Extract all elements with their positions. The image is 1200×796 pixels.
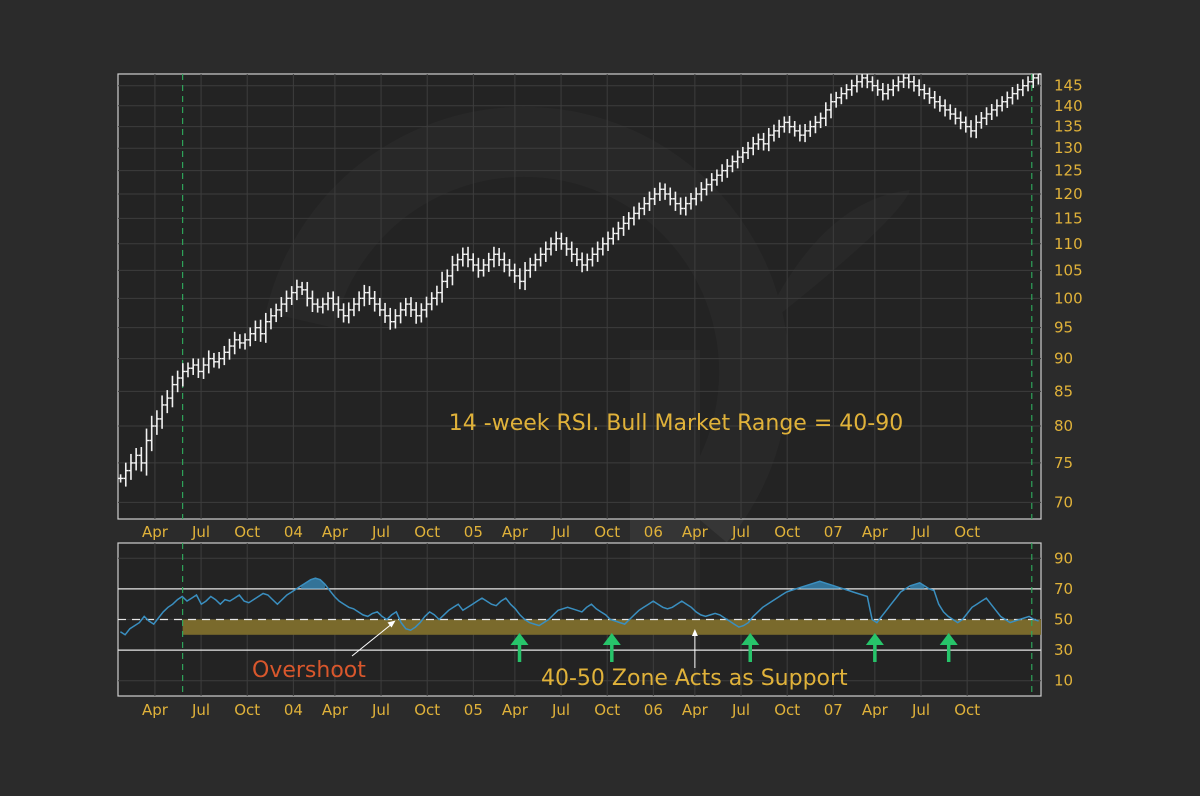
price-x-tick-label: Oct (954, 523, 980, 541)
price-y-tick-label: 75 (1054, 454, 1073, 472)
price-period-markers (182, 74, 1033, 519)
zone-pointer-head (691, 629, 698, 636)
overshoot-pointer-head (387, 620, 396, 628)
price-x-tick-label: Apr (142, 523, 169, 541)
rsi-x-tick-label: 04 (284, 701, 303, 719)
price-x-tick-label: Oct (594, 523, 620, 541)
price-y-tick-label: 115 (1054, 209, 1083, 227)
rsi-y-tick-label: 50 (1054, 611, 1073, 629)
price-x-tick-label: Jul (551, 523, 570, 541)
price-x-tick-label: Jul (371, 523, 390, 541)
price-bars (118, 73, 1041, 487)
price-x-tick-label: Jul (731, 523, 750, 541)
price-x-tick-label: 04 (284, 523, 303, 541)
price-y-tick-label: 105 (1054, 261, 1083, 279)
price-x-tick-label: 06 (644, 523, 663, 541)
price-x-tick-label: Apr (682, 523, 709, 541)
price-y-tick-label: 120 (1054, 185, 1083, 203)
price-panel: 70 75 80 85 90 95 100 105 110 115 120 125 130 135 140 1… (117, 73, 1083, 541)
rsi-x-ticks: Apr Jul Oct 04 Apr Jul Oct 05 Apr Jul Oct 06 Apr Jul O… (142, 701, 980, 719)
rsi-level-lines (118, 588, 1041, 651)
overshoot-label: Overshoot (252, 658, 366, 683)
price-y-tick-label: 85 (1054, 382, 1073, 400)
price-x-tick-label: Jul (191, 523, 210, 541)
rsi-x-tick-label: Oct (234, 701, 260, 719)
price-x-tick-label: Oct (414, 523, 440, 541)
support-arrow-head (510, 633, 529, 645)
support-arrow-head (602, 633, 621, 645)
rsi-x-tick-label: Oct (774, 701, 800, 719)
rsi-y-tick-label: 70 (1054, 580, 1073, 598)
rsi-x-tick-label: Apr (862, 701, 889, 719)
overshoot-pointer (351, 622, 394, 657)
support-zone-band (182, 619, 1042, 635)
price-x-tick-label: Oct (234, 523, 260, 541)
price-y-tick-label: 145 (1054, 77, 1083, 95)
price-y-tick-label: 130 (1054, 139, 1083, 157)
rsi-x-tick-label: 05 (464, 701, 483, 719)
price-x-tick-label: Oct (774, 523, 800, 541)
price-plot-area (117, 73, 1042, 520)
rsi-x-tick-label: Apr (682, 701, 709, 719)
rsi-range-annotation: 14 -week RSI. Bull Market Range = 40-90 (449, 411, 903, 436)
price-y-tick-label: 95 (1054, 319, 1073, 337)
rsi-x-tick-label: Jul (371, 701, 390, 719)
price-x-tick-label: Apr (502, 523, 529, 541)
price-x-ticks: Apr Jul Oct 04 Apr Jul Oct 05 Apr Jul Oct 06 Apr Jul O… (142, 523, 980, 541)
support-arrows (510, 633, 958, 662)
rsi-x-tick-label: 06 (644, 701, 663, 719)
price-y-tick-label: 100 (1054, 289, 1083, 307)
rsi-x-tick-label: 07 (824, 701, 843, 719)
rsi-x-tick-label: Oct (954, 701, 980, 719)
price-grid (118, 74, 1041, 519)
rsi-period-markers (182, 543, 1033, 696)
rsi-y-ticks: 10 30 50 70 90 (1054, 549, 1073, 689)
price-y-tick-label: 80 (1054, 417, 1073, 435)
rsi-panel: 10 30 50 70 90 Apr Jul Oct 04 Apr Jul Oct 05 Apr Jul O… (117, 542, 1073, 719)
support-arrow-head (939, 633, 958, 645)
rsi-x-tick-label: Oct (594, 701, 620, 719)
price-x-tick-label: Apr (862, 523, 889, 541)
price-y-tick-label: 90 (1054, 350, 1073, 368)
rsi-x-tick-label: Jul (551, 701, 570, 719)
rsi-y-tick-label: 10 (1054, 672, 1073, 690)
price-y-tick-label: 70 (1054, 493, 1073, 511)
support-arrow-head (741, 633, 760, 645)
price-x-tick-label: Jul (911, 523, 930, 541)
support-arrow-head (865, 633, 884, 645)
rsi-x-tick-label: Jul (911, 701, 930, 719)
support-zone-label: 40-50 Zone Acts as Support (541, 666, 848, 691)
price-y-tick-label: 110 (1054, 235, 1083, 253)
price-x-tick-label: 07 (824, 523, 843, 541)
rsi-x-tick-label: Jul (191, 701, 210, 719)
rsi-y-tick-label: 30 (1054, 641, 1073, 659)
rsi-y-tick-label: 90 (1054, 549, 1073, 567)
rsi-x-tick-label: Jul (731, 701, 750, 719)
price-y-ticks: 70 75 80 85 90 95 100 105 110 115 120 125 130 135 140 1… (1054, 77, 1083, 512)
price-x-tick-label: 05 (464, 523, 483, 541)
price-y-tick-label: 135 (1054, 118, 1083, 136)
rsi-line (119, 577, 1039, 636)
rsi-x-tick-label: Apr (142, 701, 169, 719)
rsi-x-tick-label: Apr (322, 701, 349, 719)
annotation-pointers (351, 620, 698, 668)
rsi-x-tick-label: Apr (502, 701, 529, 719)
rsi-overbought-area (301, 578, 325, 589)
rsi-overbought-area (800, 581, 839, 589)
price-x-tick-label: Apr (322, 523, 349, 541)
rsi-x-tick-label: Oct (414, 701, 440, 719)
price-y-tick-label: 125 (1054, 162, 1083, 180)
price-y-tick-label: 140 (1054, 97, 1083, 115)
